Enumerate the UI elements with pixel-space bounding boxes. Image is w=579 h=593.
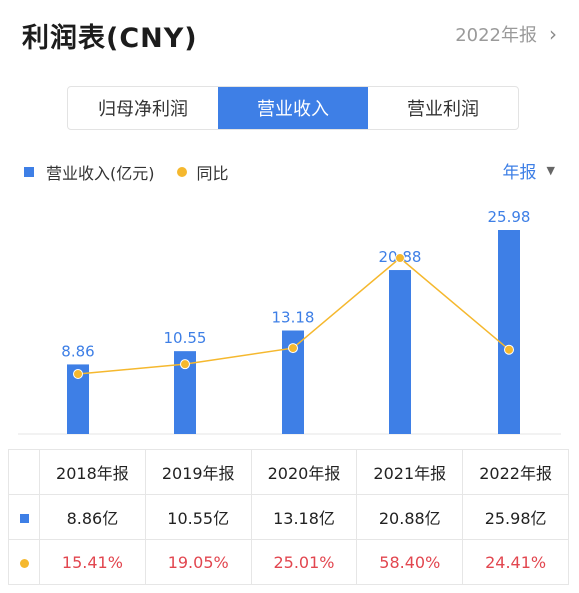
revenue-bar [67, 364, 89, 434]
yoy-point [395, 253, 405, 263]
table-header-cell: 2021年报 [356, 449, 464, 495]
revenue-row-marker [8, 494, 40, 540]
table-cell: 58.40% [356, 539, 464, 585]
bar-data-label: 10.55 [164, 329, 207, 347]
yoy-legend-label: 同比 [196, 164, 229, 183]
yoy-dot-icon [19, 558, 29, 568]
tab-operating-profit[interactable]: 营业利润 [368, 87, 518, 129]
revenue-bar [498, 230, 520, 434]
yoy-point [288, 343, 298, 354]
revenue-square-icon [19, 513, 29, 523]
page-title: 利润表(CNY) [22, 23, 198, 54]
caret-down-icon: ▼ [546, 164, 555, 177]
data-table: 2018年报 2019年报 2020年报 2021年报 2022年报 8.86亿… [8, 449, 569, 585]
table-corner [8, 449, 40, 495]
revenue-bar [389, 270, 411, 434]
yoy-point [73, 369, 83, 379]
table-header-cell: 2019年报 [144, 449, 252, 495]
tab-label: 营业利润 [407, 99, 479, 120]
revenue-bar [282, 330, 304, 434]
report-period-link[interactable]: 2022年报 › [455, 21, 557, 47]
table-header-row: 2018年报 2019年报 2020年报 2021年报 2022年报 [8, 449, 569, 495]
header: 利润表(CNY) 2022年报 › [0, 0, 579, 70]
table-cell: 10.55亿 [144, 494, 252, 540]
table-cell: 13.18亿 [250, 494, 358, 540]
yoy-point [504, 344, 514, 355]
table-row-yoy: 15.41% 19.05% 25.01% 58.40% 24.41% [8, 539, 569, 585]
period-select-label: 年报 [502, 163, 537, 183]
report-period-label: 2022年报 [455, 25, 537, 46]
table-cell: 8.86亿 [39, 494, 146, 540]
yoy-row-marker [8, 539, 40, 585]
table-row-revenue: 8.86亿 10.55亿 13.18亿 20.88亿 25.98亿 [8, 494, 569, 540]
revenue-legend-swatch [24, 167, 34, 177]
table-cell: 15.41% [39, 539, 146, 585]
bar-data-label: 8.86 [61, 342, 94, 360]
table-cell: 25.01% [250, 539, 358, 585]
table-cell: 19.05% [144, 539, 252, 585]
tab-revenue[interactable]: 营业收入 [218, 87, 368, 129]
table-header-cell: 2022年报 [462, 449, 569, 495]
revenue-legend-label: 营业收入(亿元) [46, 164, 155, 183]
metric-tabs: 归母净利润 营业收入 营业利润 [67, 86, 519, 130]
table-header-cell: 2020年报 [250, 449, 358, 495]
bar-data-label: 13.18 [272, 309, 315, 327]
bar-data-label: 25.98 [488, 208, 531, 226]
chevron-right-icon: › [549, 22, 557, 46]
table-header-cell: 2018年报 [39, 449, 146, 495]
tab-label: 营业收入 [257, 99, 329, 120]
table-cell: 20.88亿 [356, 494, 464, 540]
table-cell: 24.41% [462, 539, 569, 585]
revenue-bar [174, 351, 196, 434]
period-select[interactable]: 年报 ▼ [503, 158, 555, 183]
tab-label: 归母净利润 [98, 99, 188, 120]
chart-legend: 营业收入(亿元) 同比 [24, 160, 229, 184]
yoy-legend-swatch [176, 167, 187, 177]
table-cell: 25.98亿 [462, 494, 569, 540]
yoy-point [180, 359, 190, 370]
tab-net-profit[interactable]: 归母净利润 [68, 87, 218, 129]
